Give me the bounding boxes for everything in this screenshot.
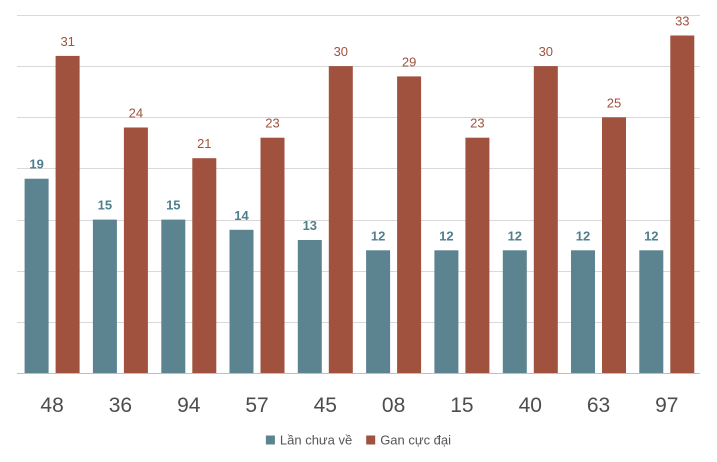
bar-lan-chua-ve-94[interactable]: [161, 219, 186, 373]
data-label-lan-chua-ve-48: 19: [29, 157, 43, 172]
bar-gan-cuc-dai-97[interactable]: [670, 35, 695, 374]
data-label-gan-cuc-dai-08: 29: [402, 54, 416, 69]
data-label-gan-cuc-dai-57: 23: [265, 116, 279, 131]
legend-item-gan-cuc-dai[interactable]: Gan cực đại: [366, 433, 451, 448]
data-labels: 19 31 15 24 15 21 14 23 13 30 12 29 12 23 12 30 12 25 12 33: [29, 14, 689, 244]
x-tick-labels: 48 36 94 57 45 08 15 40 63 97: [40, 394, 678, 417]
gridlines: [17, 15, 700, 374]
x-tick-label-94: 94: [177, 394, 201, 417]
bar-gan-cuc-dai-40[interactable]: [533, 66, 558, 373]
data-label-gan-cuc-dai-94: 21: [197, 136, 211, 151]
bar-gan-cuc-dai-57[interactable]: [260, 137, 285, 373]
data-label-gan-cuc-dai-97: 33: [675, 14, 689, 29]
bar-gan-cuc-dai-94[interactable]: [192, 158, 217, 373]
x-tick-label-40: 40: [519, 394, 542, 417]
x-tick-label-08: 08: [382, 394, 405, 417]
data-label-lan-chua-ve-63: 12: [576, 228, 590, 243]
data-label-lan-chua-ve-40: 12: [508, 228, 522, 243]
legend: Lần chưa về Gan cực đại: [265, 433, 451, 448]
bar-lan-chua-ve-97[interactable]: [639, 250, 664, 373]
bar-gan-cuc-dai-45[interactable]: [328, 66, 353, 373]
bar-gan-cuc-dai-36[interactable]: [123, 127, 148, 374]
legend-label-lan-chua-ve: Lần chưa về: [280, 433, 352, 448]
data-label-lan-chua-ve-08: 12: [371, 228, 385, 243]
x-tick-label-63: 63: [587, 394, 610, 417]
legend-item-lan-chua-ve[interactable]: Lần chưa về: [265, 433, 352, 448]
bar-lan-chua-ve-45[interactable]: [297, 240, 322, 373]
data-label-lan-chua-ve-94: 15: [166, 198, 180, 213]
bars: [24, 35, 695, 374]
bar-gan-cuc-dai-15[interactable]: [465, 137, 490, 373]
data-label-gan-cuc-dai-36: 24: [129, 106, 143, 121]
x-tick-label-48: 48: [40, 394, 63, 417]
bar-lan-chua-ve-36[interactable]: [92, 219, 117, 373]
data-label-gan-cuc-dai-15: 23: [470, 116, 484, 131]
data-label-lan-chua-ve-15: 12: [439, 228, 453, 243]
x-tick-label-45: 45: [314, 394, 337, 417]
bar-gan-cuc-dai-48[interactable]: [55, 55, 80, 374]
data-label-gan-cuc-dai-45: 30: [334, 44, 348, 59]
data-label-lan-chua-ve-45: 13: [303, 218, 317, 233]
data-label-lan-chua-ve-57: 14: [234, 208, 249, 223]
bar-lan-chua-ve-57[interactable]: [229, 229, 254, 373]
data-label-gan-cuc-dai-40: 30: [539, 44, 553, 59]
bar-lan-chua-ve-40[interactable]: [502, 250, 527, 373]
data-label-lan-chua-ve-36: 15: [98, 198, 112, 213]
bar-gan-cuc-dai-08[interactable]: [397, 76, 422, 374]
legend-swatch-gan-cuc-dai: [366, 435, 376, 445]
x-tick-label-36: 36: [109, 394, 132, 417]
bar-lan-chua-ve-08[interactable]: [366, 250, 391, 373]
bar-gan-cuc-dai-63[interactable]: [602, 117, 626, 373]
data-label-gan-cuc-dai-63: 25: [607, 95, 621, 110]
data-label-gan-cuc-dai-48: 31: [60, 34, 74, 49]
bar-lan-chua-ve-63[interactable]: [571, 250, 595, 373]
legend-swatch-lan-chua-ve: [265, 435, 275, 445]
data-label-lan-chua-ve-97: 12: [644, 228, 658, 243]
bar-lan-chua-ve-48[interactable]: [24, 178, 49, 373]
bar-lan-chua-ve-15[interactable]: [434, 250, 459, 373]
x-tick-label-97: 97: [655, 394, 678, 417]
x-tick-label-57: 57: [245, 394, 268, 417]
legend-label-gan-cuc-dai: Gan cực đại: [380, 433, 451, 448]
x-tick-label-15: 15: [450, 394, 473, 417]
